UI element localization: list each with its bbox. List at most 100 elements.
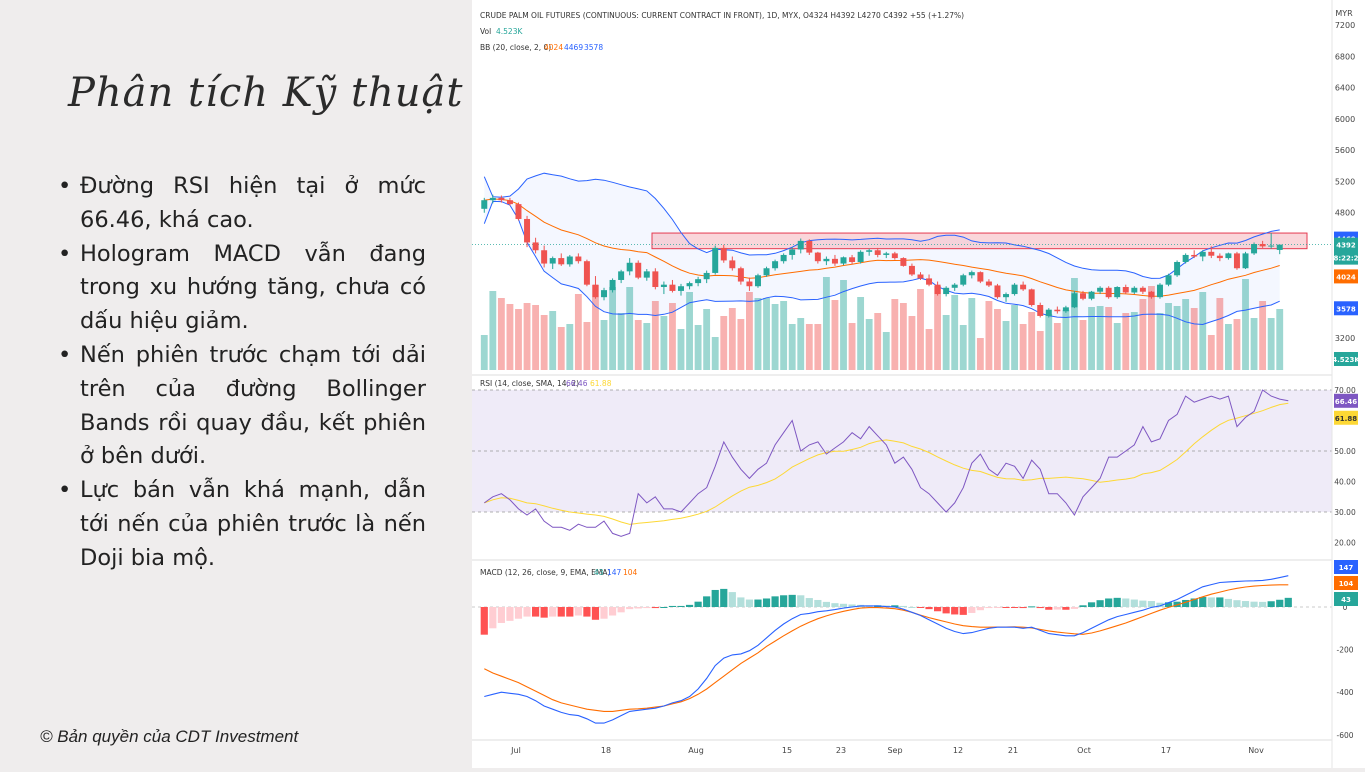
volume-bar <box>1079 320 1087 370</box>
volume-bar <box>865 319 873 370</box>
candle-body <box>1191 254 1198 257</box>
macd-tick-label: -600 <box>1336 731 1353 740</box>
candle-body <box>720 247 727 261</box>
candle-body <box>1122 287 1129 293</box>
candle-body <box>1216 255 1223 259</box>
badge-bb-basis: 4024 <box>1336 273 1356 281</box>
candle-body <box>635 262 642 278</box>
volume-bar <box>1019 324 1027 370</box>
chart-panel: 7200680064006000560052004800440040003600… <box>472 0 1365 768</box>
badge-rsi-bg <box>1334 393 1358 408</box>
volume-bar <box>985 301 993 370</box>
volume-bar <box>1071 278 1078 370</box>
candle-body <box>695 279 702 284</box>
macd-histogram-bar <box>1079 605 1087 607</box>
macd-histogram-bar <box>532 607 540 617</box>
bb-legend-basis: 4024 <box>544 43 563 52</box>
macd-histogram-bar <box>1164 602 1173 607</box>
volume-bar <box>814 324 822 370</box>
macd-histogram-bar <box>814 599 822 607</box>
slide-title: Phân tích Kỹ thuật <box>68 70 464 116</box>
macd-histogram-bar <box>668 605 677 607</box>
macd-tick-label: -400 <box>1336 688 1353 697</box>
bb-upper-line <box>483 172 1280 279</box>
bullet-bollinger: Nến phiên trước chạm tới dải trên của đư… <box>58 339 426 474</box>
x-axis-label: 15 <box>782 746 792 755</box>
candle-body <box>926 278 933 285</box>
macd-histogram-bar <box>574 607 582 616</box>
x-axis-label: Oct <box>1077 746 1091 755</box>
candle-body <box>1182 254 1189 262</box>
candle-body <box>558 258 565 265</box>
volume-bar <box>1105 307 1113 370</box>
badge-macd-hist-bg <box>1334 592 1358 606</box>
candle-body <box>1080 293 1086 299</box>
macd-histogram-bar <box>788 594 796 607</box>
volume-bar <box>583 322 591 370</box>
volume-bar <box>994 309 1001 370</box>
candle-body <box>660 284 667 288</box>
macd-histogram-bar <box>1199 596 1207 607</box>
x-axis-label: Aug <box>688 746 704 755</box>
volume-bar <box>489 291 497 370</box>
volume-bar <box>694 325 702 370</box>
badge-volume-bg <box>1334 352 1358 366</box>
volume-bar <box>728 308 736 370</box>
rsi-legend-ma: 61.88 <box>590 379 612 388</box>
currency-label: MYR <box>1335 9 1353 18</box>
macd-histogram-bar <box>839 603 848 607</box>
rsi-line <box>484 389 1289 537</box>
volume-bar <box>634 320 642 370</box>
macd-histogram-bar <box>549 607 557 617</box>
volume-bar <box>780 301 788 370</box>
volume-bar <box>1259 301 1267 370</box>
volume-bar <box>797 318 805 370</box>
macd-histogram-bar <box>694 601 702 607</box>
macd-histogram-bar <box>566 607 574 617</box>
candle-body <box>737 268 744 282</box>
volume-bar <box>746 292 753 370</box>
candle-body <box>1233 253 1240 269</box>
candle-body <box>797 240 804 250</box>
analysis-bullets: Đường RSI hiện tại ở mức 66.46, khá cao.… <box>58 170 426 576</box>
volume-bar <box>968 298 976 370</box>
macd-histogram-bar <box>497 607 505 623</box>
bb-basis-line <box>484 198 1280 297</box>
volume-bar <box>651 301 659 370</box>
macd-histogram-bar <box>942 607 950 614</box>
macd-histogram-bar <box>1224 598 1232 607</box>
macd-histogram-bar <box>959 607 967 615</box>
slide-text-panel: Phân tích Kỹ thuật Đường RSI hiện tại ở … <box>0 0 472 768</box>
volume-bar <box>917 289 924 370</box>
volume-bar <box>1139 299 1147 370</box>
candle-body <box>515 204 522 219</box>
macd-histogram-bar <box>626 607 634 610</box>
badge-last-price: 4392 <box>1336 242 1356 250</box>
macd-histogram-bar <box>1087 602 1096 607</box>
candle-body <box>754 275 761 287</box>
macd-histogram-bar <box>557 607 565 617</box>
macd-line <box>484 575 1289 724</box>
volume-bar <box>609 287 616 370</box>
volume-bar <box>566 324 574 370</box>
candle-body <box>566 256 573 265</box>
badge-macd-hist: 43 <box>1341 596 1351 604</box>
x-axis-label: Jul <box>510 746 521 755</box>
macd-legend-signal: 104 <box>623 568 638 577</box>
macd-histogram-bar <box>968 607 976 613</box>
x-axis-label: Sep <box>887 746 902 755</box>
volume-bar <box>574 294 582 370</box>
candle-body <box>575 256 582 262</box>
candle-body <box>908 265 915 275</box>
candle-body <box>840 257 847 264</box>
volume-bar <box>1130 312 1138 370</box>
volume-bar <box>1122 313 1130 370</box>
candle-body <box>1114 287 1121 298</box>
candle-body <box>968 272 975 276</box>
badge-macd-bg <box>1334 560 1358 574</box>
macd-histogram-bar <box>1062 607 1070 610</box>
price-tick-label: 7200 <box>1335 21 1355 30</box>
badge-last-price-bg <box>1334 237 1358 252</box>
badge-rsi-ma-bg <box>1334 410 1358 425</box>
candle-body <box>652 271 659 288</box>
